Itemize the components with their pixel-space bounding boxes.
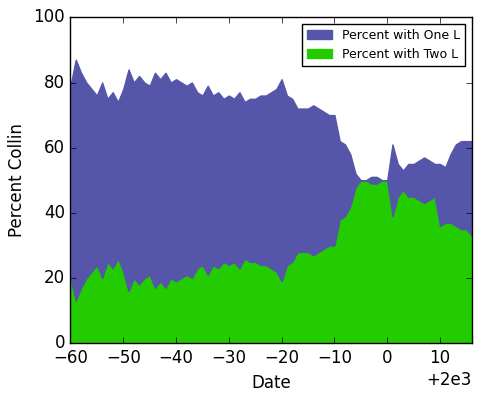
X-axis label: Date: Date	[251, 374, 291, 392]
Y-axis label: Percent Collin: Percent Collin	[8, 123, 26, 237]
Legend: Percent with One L, Percent with Two L: Percent with One L, Percent with Two L	[302, 24, 466, 66]
